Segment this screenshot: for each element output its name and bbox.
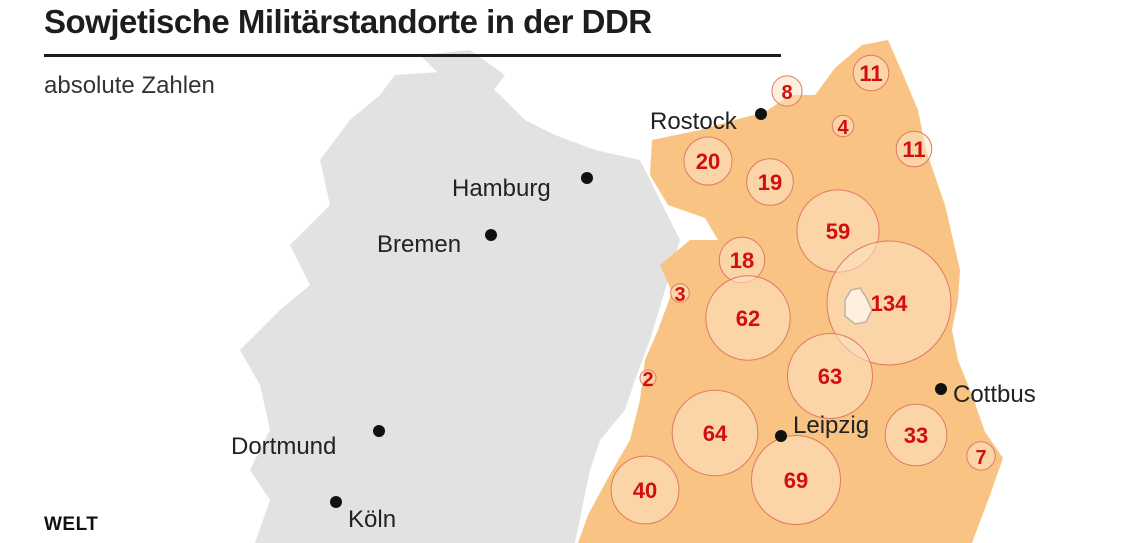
site-bubble [751,435,841,525]
site-bubble-label: 7 [975,447,986,469]
site-bubble-label: 20 [696,149,720,174]
city-dot-cottbus [935,383,947,395]
city-label-cottbus: Cottbus [953,381,1036,408]
site-bubble [683,136,733,186]
page-title: Sowjetische Militärstandorte in der DDR [44,3,652,40]
city-label-rostock: Rostock [650,108,738,135]
site-bubble [895,130,933,168]
site-bubble-label: 11 [902,137,925,162]
site-bubble [852,54,890,92]
site-bubble-label: 4 [837,117,849,139]
site-bubble-label: 134 [871,291,908,316]
city-dot-hamburg [581,172,593,184]
site-bubble [771,75,803,107]
site-bubble-label: 40 [633,478,657,503]
title-divider [44,54,781,57]
city-dot-leipzig [775,430,787,442]
city-dot-rostock [755,108,767,120]
site-bubble [787,333,873,419]
city-label-koeln: Köln [348,506,396,533]
site-bubble-label: 64 [703,421,728,446]
site-bubble [670,283,690,303]
site-bubble [826,240,952,366]
site-bubble-label: 19 [758,170,782,195]
site-bubble-label: 2 [642,369,653,391]
city-dot-bremen [485,229,497,241]
coast-shape [420,50,505,95]
city-label-leipzig: Leipzig [793,412,869,439]
site-bubble [966,441,996,471]
site-bubble-label: 33 [904,423,928,448]
site-bubble [705,275,791,361]
site-bubble [884,403,948,467]
site-bubble-label: 18 [730,248,754,273]
site-bubble-label: 59 [826,219,850,244]
site-bubble [639,369,657,387]
west-germany-shape [240,70,680,543]
page-subtitle: absolute Zahlen [44,72,215,99]
site-bubble-label: 11 [859,61,882,86]
brand-logo: WELT [44,514,99,535]
city-dot-koeln [330,496,342,508]
site-bubble [610,455,680,525]
city-dot-dortmund [373,425,385,437]
city-label-hamburg: Hamburg [452,175,551,202]
site-bubble-label: 62 [736,306,760,331]
city-label-dortmund: Dortmund [231,433,336,460]
site-bubble [671,389,759,477]
site-bubble-label: 3 [674,284,685,306]
site-bubble [831,114,855,138]
city-label-bremen: Bremen [377,231,461,258]
site-bubble-label: 8 [781,82,792,104]
site-bubble [746,158,794,206]
site-bubble-label: 63 [818,364,842,389]
site-bubble-label: 69 [784,468,808,493]
